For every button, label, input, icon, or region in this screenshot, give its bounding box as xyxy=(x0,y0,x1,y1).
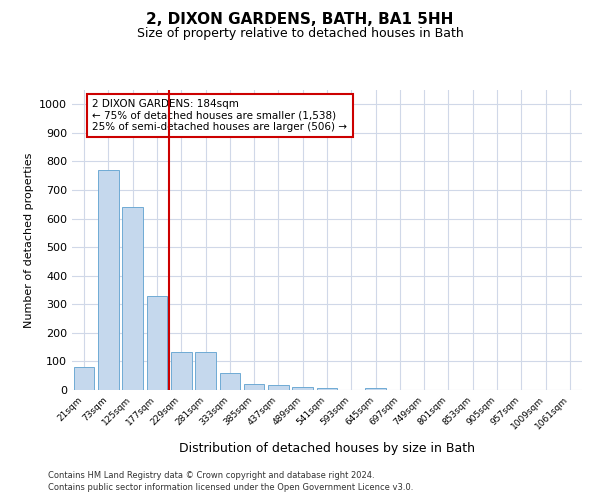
Bar xyxy=(292,386,313,390)
Bar xyxy=(98,170,119,390)
Text: 2 DIXON GARDENS: 184sqm
← 75% of detached houses are smaller (1,538)
25% of semi: 2 DIXON GARDENS: 184sqm ← 75% of detache… xyxy=(92,99,347,132)
Bar xyxy=(195,352,216,390)
Y-axis label: Number of detached properties: Number of detached properties xyxy=(23,152,34,328)
Bar xyxy=(244,384,265,390)
Text: Contains public sector information licensed under the Open Government Licence v3: Contains public sector information licen… xyxy=(48,483,413,492)
Text: 2, DIXON GARDENS, BATH, BA1 5HH: 2, DIXON GARDENS, BATH, BA1 5HH xyxy=(146,12,454,28)
Bar xyxy=(365,388,386,390)
X-axis label: Distribution of detached houses by size in Bath: Distribution of detached houses by size … xyxy=(179,442,475,455)
Bar xyxy=(268,385,289,390)
Bar xyxy=(146,296,167,390)
Bar xyxy=(122,207,143,390)
Bar xyxy=(74,366,94,390)
Bar xyxy=(220,374,240,390)
Text: Contains HM Land Registry data © Crown copyright and database right 2024.: Contains HM Land Registry data © Crown c… xyxy=(48,470,374,480)
Bar xyxy=(317,388,337,390)
Text: Size of property relative to detached houses in Bath: Size of property relative to detached ho… xyxy=(137,28,463,40)
Bar xyxy=(171,352,191,390)
